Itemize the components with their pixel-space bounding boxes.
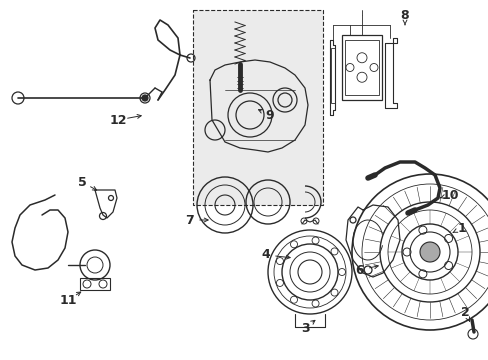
Text: 11: 11 [59, 293, 77, 306]
Bar [330, 48, 334, 103]
Text: 8: 8 [400, 9, 408, 22]
Text: 12: 12 [109, 113, 126, 126]
Text: 3: 3 [300, 321, 309, 334]
Text: 10: 10 [440, 189, 458, 202]
Bar [193, 10, 323, 205]
Text: 4: 4 [261, 248, 270, 261]
Bar [80, 278, 110, 290]
Text: 1: 1 [457, 221, 466, 234]
Text: 5: 5 [78, 176, 86, 189]
Text: 6: 6 [355, 264, 364, 276]
Bar [345, 40, 378, 95]
Text: 2: 2 [460, 306, 468, 319]
Circle shape [419, 242, 439, 262]
Text: 7: 7 [185, 213, 194, 226]
Text: 9: 9 [265, 108, 274, 122]
Circle shape [142, 95, 148, 101]
Bar [341, 35, 381, 100]
